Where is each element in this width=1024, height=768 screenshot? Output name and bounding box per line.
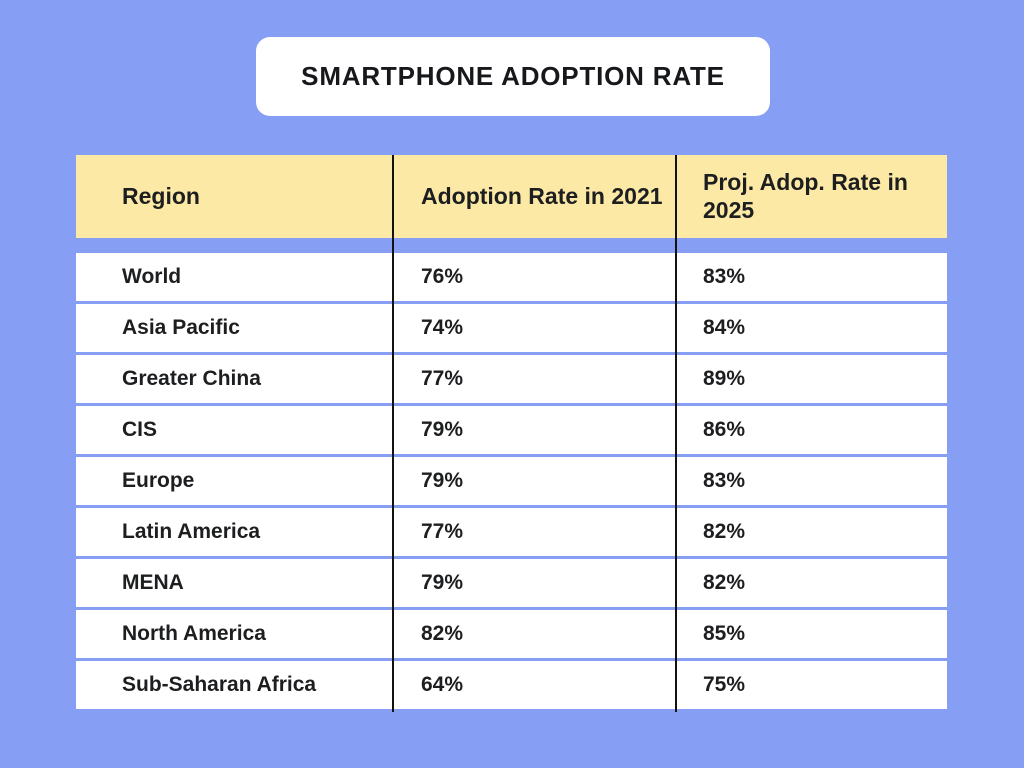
region-cell: Greater China — [122, 367, 261, 390]
adoption-rate-table: Region Adoption Rate in 2021 Proj. Adop.… — [76, 155, 947, 712]
table-row: World 76% 83% — [76, 253, 947, 301]
rate-2025-cell: 75% — [703, 673, 746, 696]
rate-2021-cell: 82% — [421, 622, 464, 645]
column-divider-line — [675, 155, 677, 712]
rate-2025-cell: 83% — [703, 265, 746, 288]
column-divider-line — [392, 155, 394, 712]
region-cell: Latin America — [122, 520, 261, 543]
rate-2025-cell: 84% — [703, 316, 746, 339]
rate-2025-cell: 83% — [703, 469, 746, 492]
region-cell: Europe — [122, 469, 195, 492]
rate-2025-cell: 89% — [703, 367, 746, 390]
rate-2021-cell: 74% — [421, 316, 464, 339]
table-row: North America 82% 85% — [76, 610, 947, 658]
column-header-rate-2025: Proj. Adop. Rate in 2025 — [703, 168, 908, 223]
table-row: CIS 79% 86% — [76, 406, 947, 454]
rate-2025-cell: 86% — [703, 418, 746, 441]
table-header-row: Region Adoption Rate in 2021 Proj. Adop.… — [76, 155, 947, 238]
table-body: World 76% 83% Asia Pacific 74% 84% Great… — [76, 253, 947, 709]
region-cell: CIS — [122, 418, 158, 441]
column-header-rate-2021: Adoption Rate in 2021 — [421, 182, 663, 209]
table-row: Asia Pacific 74% 84% — [76, 304, 947, 352]
region-cell: MENA — [122, 571, 184, 594]
region-cell: World — [122, 265, 182, 288]
region-cell: Sub-Saharan Africa — [122, 673, 317, 696]
rate-2025-cell: 82% — [703, 520, 746, 543]
region-cell: Asia Pacific — [122, 316, 240, 339]
table-row: MENA 79% 82% — [76, 559, 947, 607]
rate-2021-cell: 64% — [421, 673, 464, 696]
rate-2025-cell: 85% — [703, 622, 746, 645]
rate-2021-cell: 79% — [421, 469, 464, 492]
rate-2021-cell: 76% — [421, 265, 464, 288]
table-row: Sub-Saharan Africa 64% 75% — [76, 661, 947, 709]
rate-2025-cell: 82% — [703, 571, 746, 594]
rate-2021-cell: 77% — [421, 520, 464, 543]
table-row: Greater China 77% 89% — [76, 355, 947, 403]
column-header-region: Region — [122, 182, 200, 209]
table-row: Latin America 77% 82% — [76, 508, 947, 556]
page-title: SMARTPHONE ADOPTION RATE — [301, 61, 725, 91]
title-card: SMARTPHONE ADOPTION RATE — [256, 37, 770, 116]
rate-2021-cell: 79% — [421, 571, 464, 594]
rate-2021-cell: 79% — [421, 418, 464, 441]
rate-2021-cell: 77% — [421, 367, 464, 390]
table-row: Europe 79% 83% — [76, 457, 947, 505]
region-cell: North America — [122, 622, 266, 645]
